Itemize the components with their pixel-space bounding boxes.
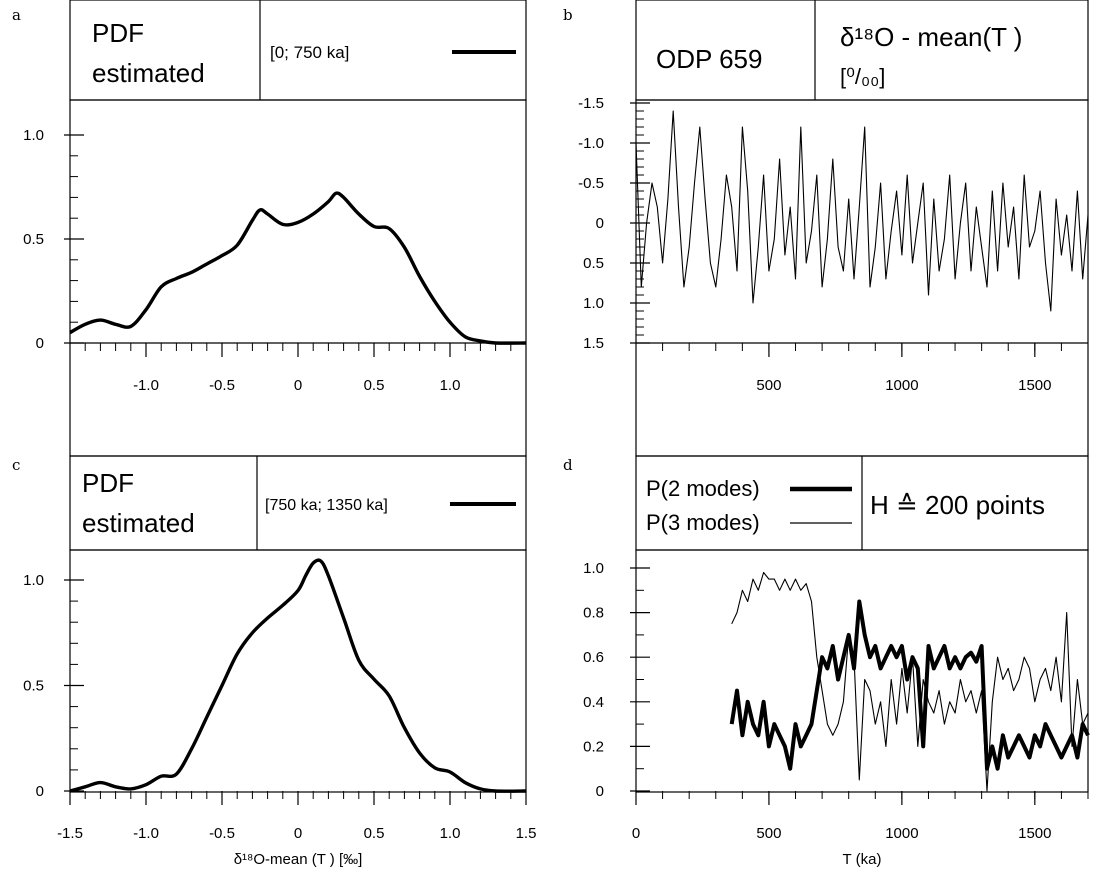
panel-d: P(2 modes) P(3 modes) H ≙ 200 points 0 50…: [583, 455, 1090, 868]
panel-d-x-tick-label: 1500: [1018, 825, 1051, 842]
panel-a-pdf-curve: [69, 191, 527, 345]
panel-d-series-3-modes: [731, 571, 1089, 792]
panel-b-title: ODP 659: [656, 44, 762, 74]
panel-a-x-tick-label: 1.0: [440, 377, 461, 394]
panel-d-y-tick-label: 1.0: [583, 560, 604, 577]
panel-a-y-tick-label: 0: [36, 335, 44, 352]
panel-a-title-line2: estimated: [92, 58, 205, 88]
panel-b-y-tick-label: -0.5: [578, 175, 604, 192]
panel-d-legend2-label: P(3 modes): [646, 510, 760, 535]
panel-letter-b: b: [563, 6, 573, 24]
panel-d-x-tick-label: 1000: [885, 825, 918, 842]
panel-c-xlabel: δ¹⁸O-mean (T ) [‰]: [234, 851, 363, 868]
panel-c-x-tick-label: 0.5: [364, 825, 385, 842]
panel-d-ticks: 0 500 1000 1500 0 0.2 0.4 0.6 0.8 1.0: [583, 560, 1089, 842]
panel-b-x-tick-label: 500: [756, 377, 781, 394]
panel-b-y-tick-label: -1.0: [578, 135, 604, 152]
panel-c-title-line2: estimated: [82, 508, 195, 538]
panel-d-series-2-modes: [729, 599, 1090, 771]
panel-b-y-tick-label: -1.5: [578, 95, 604, 112]
panel-d-y-tick-label: 0.4: [583, 694, 604, 711]
panel-b-y-tick-label: 0: [596, 215, 604, 232]
panel-d-y-tick-label: 0.2: [583, 738, 604, 755]
panel-b-y-tick-label: 1.0: [583, 295, 604, 312]
panel-d-xlabel: T (ka): [843, 851, 882, 868]
panel-c-y-tick-label: 0.5: [23, 678, 44, 695]
panel-b-ylabel-line2: [⁰/₀₀]: [840, 64, 885, 89]
panel-c-plot-frame: [69, 549, 527, 793]
panel-c-x-tick-label: -0.5: [209, 825, 235, 842]
panel-letter-a: a: [12, 6, 21, 24]
panel-c-legend-label: [750 ka; 1350 ka]: [265, 497, 388, 514]
panel-c-x-tick-label: 1.5: [516, 825, 537, 842]
panel-c-y-tick-label: 1.0: [23, 572, 44, 589]
panel-d-legend1-label: P(2 modes): [646, 476, 760, 501]
panel-a-y-tick-label: 1.0: [23, 127, 44, 144]
panel-c-y-tick-label: 0: [36, 783, 44, 800]
panel-c-x-tick-label: 1.0: [440, 825, 461, 842]
panel-a-x-tick-label: 0.5: [364, 377, 385, 394]
panel-b-ticks: 500 1000 1500 -1.5 -1.0 -0.5 0 0.5 1.0 1.5: [578, 95, 1089, 394]
panel-d-x-tick-label: 0: [632, 825, 640, 842]
panel-d-y-tick-label: 0: [596, 783, 604, 800]
panel-a-ticks: -1.0 -0.5 0 0.5 1.0 0 0.5 1.0: [23, 127, 512, 394]
panel-b-ylabel-line1: δ¹⁸O - mean(T ): [840, 22, 1022, 52]
panel-d-plot-frame: [635, 549, 1089, 793]
panel-c-x-tick-label: -1.0: [133, 825, 159, 842]
panel-d-y-tick-label: 0.8: [583, 605, 604, 622]
panel-b-plot-frame: [635, 99, 1089, 457]
panel-a-title-line1: PDF: [92, 18, 144, 48]
panel-a-x-tick-label: -0.5: [209, 377, 235, 394]
panel-c-ticks: -1.5 -1.0 -0.5 0 0.5 1.0 1.5 0 0.5 1.0: [23, 572, 536, 842]
panel-b-series-line: [635, 110, 1089, 312]
panel-d-y-tick-label: 0.6: [583, 649, 604, 666]
panel-a-y-tick-label: 0.5: [23, 231, 44, 248]
panel-a: PDF estimated [0; 750 ka] -1.0 -0.5 0 0.5 1.…: [23, 0, 527, 457]
panel-b-y-tick-label: 1.5: [583, 335, 604, 352]
panel-d-note: H ≙ 200 points: [870, 490, 1045, 520]
panel-a-plot-frame: [69, 99, 527, 457]
panel-b: ODP 659 δ¹⁸O - mean(T ) [⁰/₀₀] 500 1000 15…: [578, 0, 1089, 457]
panel-letter-d: d: [563, 456, 573, 474]
panel-c-x-tick-label: 0: [294, 825, 302, 842]
panel-c-title-line1: PDF: [82, 468, 134, 498]
panel-a-x-tick-label: -1.0: [133, 377, 159, 394]
panel-a-legend-label: [0; 750 ka]: [270, 43, 349, 62]
panel-c-x-tick-label: -1.5: [57, 825, 83, 842]
panel-a-x-tick-label: 0: [294, 377, 302, 394]
panel-c-pdf-curve: [69, 558, 527, 793]
panel-d-x-tick-label: 500: [756, 825, 781, 842]
panel-letter-c: c: [12, 456, 20, 474]
panel-c: PDF estimated [750 ka; 1350 ka] -1.5 -1.0…: [23, 455, 536, 868]
panel-b-x-tick-label: 1000: [885, 377, 918, 394]
panel-b-y-tick-label: 0.5: [583, 255, 604, 272]
panel-b-x-tick-label: 1500: [1018, 377, 1051, 394]
